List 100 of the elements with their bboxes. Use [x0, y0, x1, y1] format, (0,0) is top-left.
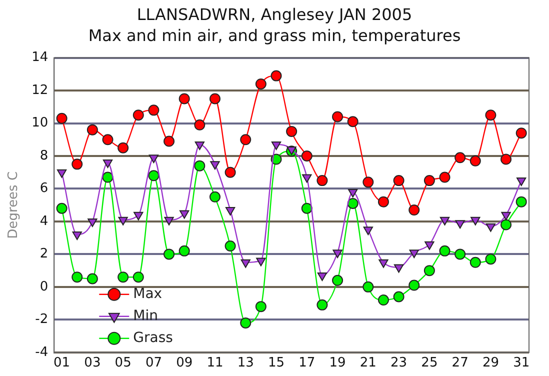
point [88, 218, 98, 227]
point [332, 111, 344, 122]
point [485, 110, 496, 121]
point [378, 294, 389, 306]
legend-label: Max [133, 286, 162, 302]
point [500, 219, 512, 230]
point [256, 258, 266, 266]
y-tick-label: 14 [32, 50, 48, 66]
point [347, 198, 358, 209]
x-tick-label: 29 [482, 356, 499, 371]
x-tick-label: 15 [268, 356, 285, 371]
point [378, 259, 388, 268]
point [194, 142, 204, 150]
point [86, 273, 98, 284]
point [134, 212, 144, 220]
point [516, 196, 527, 208]
point [348, 189, 358, 198]
point [194, 119, 206, 130]
point [439, 172, 450, 183]
point [302, 174, 312, 183]
point [316, 299, 328, 310]
x-tick-label: 19 [329, 356, 346, 371]
point [408, 280, 420, 291]
point [470, 256, 481, 268]
point [286, 126, 298, 137]
point [56, 169, 67, 178]
point [164, 216, 174, 226]
point [301, 202, 312, 214]
x-tick-label: 25 [421, 356, 438, 371]
point [72, 232, 82, 240]
point [132, 110, 144, 121]
point [240, 134, 252, 146]
x-tick-label: 05 [114, 356, 132, 371]
point [210, 161, 220, 170]
y-tick-label: 8 [40, 148, 48, 164]
point [209, 93, 220, 104]
point [224, 240, 236, 252]
point [132, 272, 144, 283]
point [178, 245, 190, 256]
point [148, 154, 159, 164]
point [118, 142, 129, 154]
point [332, 250, 342, 258]
point [362, 176, 374, 188]
x-tick-label: 01 [54, 356, 70, 371]
point [470, 155, 481, 166]
y-tick-label: 6 [40, 181, 48, 196]
y-tick-label: 0 [40, 279, 48, 294]
point [209, 191, 220, 202]
point [440, 216, 450, 226]
point [271, 142, 282, 150]
point [102, 134, 114, 146]
point [240, 259, 250, 268]
point [393, 291, 404, 302]
point [516, 178, 526, 186]
point [424, 265, 435, 276]
point [102, 160, 113, 168]
point [516, 128, 527, 139]
x-tick-label: 09 [176, 356, 193, 371]
point [56, 112, 68, 124]
x-tick-label: 07 [145, 356, 162, 371]
x-tick-label: 27 [452, 356, 468, 371]
point [118, 216, 128, 226]
point [424, 241, 434, 250]
x-tick-label: 17 [298, 356, 316, 371]
legend-label: Grass [133, 330, 173, 346]
point [56, 202, 68, 214]
point [409, 250, 419, 258]
point [102, 172, 114, 183]
x-tick-label: 23 [390, 356, 408, 371]
point [408, 204, 420, 216]
point [72, 272, 83, 283]
point [470, 216, 480, 226]
point [178, 93, 190, 104]
point [486, 223, 496, 232]
point [194, 160, 206, 172]
point [255, 78, 266, 90]
x-tick-label: 21 [360, 356, 376, 371]
point [301, 150, 312, 162]
x-tick-label: 13 [237, 356, 254, 371]
point [393, 175, 404, 186]
y-tick-label: -2 [35, 312, 48, 328]
point [180, 210, 190, 219]
y-tick-label: 10 [32, 116, 48, 131]
point [270, 70, 282, 82]
point [347, 116, 358, 128]
point [424, 175, 435, 186]
x-tick-label: 31 [513, 356, 530, 371]
point [455, 220, 465, 229]
point [362, 281, 374, 292]
point [316, 175, 328, 186]
point [485, 254, 496, 265]
point [454, 248, 466, 260]
point [224, 166, 236, 178]
y-axis-title: Degrees C [6, 171, 22, 239]
y-tick-label: 12 [32, 82, 48, 98]
point [363, 226, 373, 236]
point [164, 248, 175, 260]
point [454, 152, 466, 164]
point [378, 196, 389, 208]
point [332, 274, 344, 286]
